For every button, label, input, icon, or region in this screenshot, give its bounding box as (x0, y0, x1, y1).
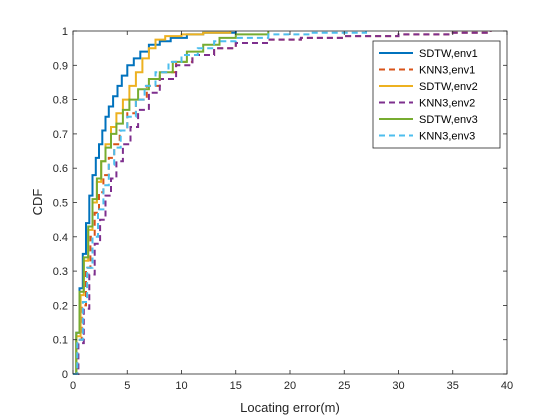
x-axis-title: Locating error(m) (240, 400, 340, 415)
y-tick-label: 0.8 (53, 95, 68, 107)
y-tick-label: 0 (62, 369, 68, 381)
legend-label-2: KNN3,env1 (419, 65, 475, 77)
y-tick-label: 0.1 (53, 335, 68, 347)
x-tick-label: 30 (392, 380, 404, 392)
legend: SDTW,env1 KNN3,env1 SDTW,env2 KNN3,env2 SDTW… (372, 40, 501, 149)
series-line-5 (73, 31, 270, 375)
y-tick-label: 1 (62, 26, 68, 38)
y-tick-label: 0.5 (53, 198, 68, 210)
x-tick-label: 15 (230, 380, 242, 392)
x-tick-label: 10 (175, 380, 187, 392)
y-tick-label: 0.7 (53, 129, 68, 141)
x-tick-label: 25 (338, 380, 350, 392)
series-line-1 (73, 31, 237, 375)
legend-label-5: SDTW,env3 (419, 114, 478, 126)
legend-label-4: KNN3,env2 (419, 98, 475, 110)
axes-layer: 0 5 10 15 20 25 30 35 40 0 0.1 0.2 0.3 0.4 0.5 0.6 0.7 0.… (53, 26, 513, 392)
x-tick-label: 0 (70, 380, 76, 392)
legend-box (372, 40, 501, 149)
y-tick-label: 0.6 (53, 163, 68, 175)
y-tick-label: 0.4 (53, 232, 68, 244)
legend-label-3: SDTW,env2 (419, 81, 478, 93)
x-tick-label: 20 (284, 380, 296, 392)
x-tick-label: 35 (447, 380, 459, 392)
x-tick-label: 40 (501, 380, 513, 392)
series-layer (73, 31, 492, 375)
y-tick-label: 0.3 (53, 266, 68, 278)
y-axis-title: CDF (30, 189, 45, 216)
legend-label-6: KNN3,env3 (419, 131, 475, 143)
y-tick-label: 0.2 (53, 300, 68, 312)
x-tick-label: 5 (124, 380, 130, 392)
legend-label-1: SDTW,env1 (419, 48, 478, 60)
y-tick-label: 0.9 (53, 60, 68, 72)
series-line-6 (73, 31, 367, 375)
series-line-3 (73, 31, 232, 375)
series-line-4 (73, 31, 492, 375)
